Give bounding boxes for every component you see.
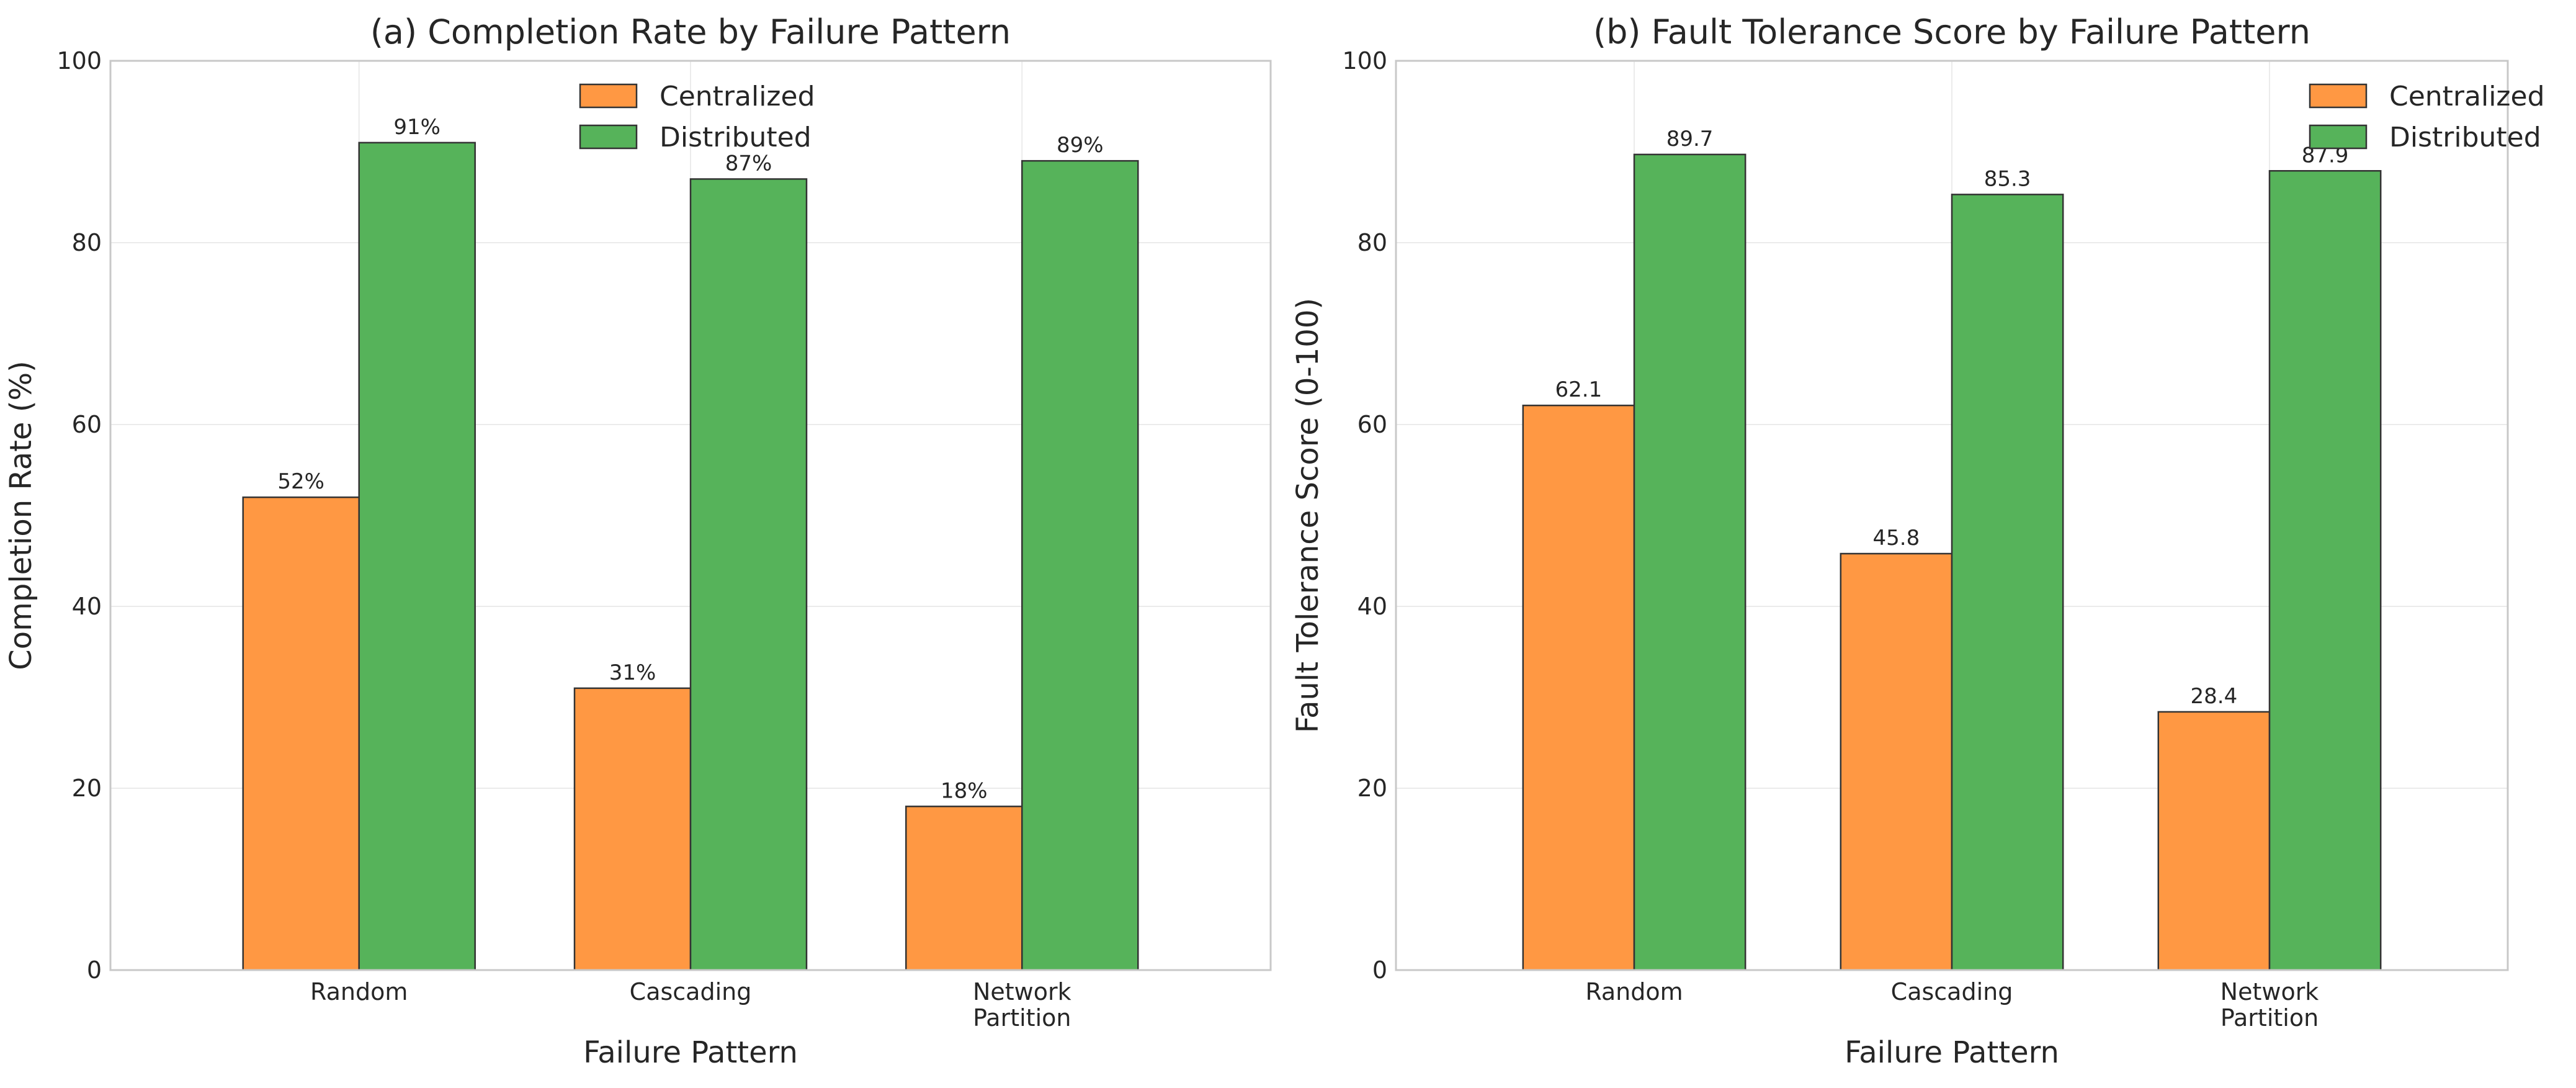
y-tick-label: 100 bbox=[1342, 47, 1387, 74]
bar-centralized-random bbox=[1522, 404, 1635, 971]
legend-label: Distributed bbox=[660, 122, 812, 153]
y-axis-label: Fault Tolerance Score (0-100) bbox=[1290, 298, 1325, 733]
legend-label: Centralized bbox=[660, 81, 815, 112]
data-label: 45.8 bbox=[1873, 526, 1920, 551]
y-tick-label: 0 bbox=[87, 956, 102, 984]
bar-distributed-random bbox=[1633, 153, 1746, 971]
y-tick-label: 60 bbox=[72, 411, 102, 438]
legend-swatch-distributed bbox=[579, 124, 638, 150]
y-tick-label: 20 bbox=[72, 775, 102, 802]
data-label: 52% bbox=[277, 469, 324, 494]
x-axis-label: Failure Pattern bbox=[583, 1035, 798, 1070]
y-tick-label: 20 bbox=[1357, 775, 1387, 802]
y-tick-label: 100 bbox=[56, 47, 102, 74]
x-tick-label: Cascading bbox=[1891, 978, 2013, 1005]
plot-frame bbox=[109, 60, 1272, 971]
data-label: 91% bbox=[393, 115, 441, 140]
bar-distributed-random bbox=[358, 142, 476, 971]
bar-centralized-cascading bbox=[573, 687, 692, 971]
y-tick-label: 80 bbox=[72, 229, 102, 256]
panel-fault-tolerance: 62.145.828.489.785.387.9020406080100Rand… bbox=[1290, 12, 2545, 1070]
data-label: 87% bbox=[725, 151, 772, 176]
legend-swatch-centralized bbox=[2309, 83, 2368, 109]
legend-swatch-distributed bbox=[2309, 124, 2368, 150]
legend: Centralized Distributed bbox=[2309, 81, 2545, 153]
legend: Centralized Distributed bbox=[579, 81, 815, 153]
bar-centralized-network-partition bbox=[905, 806, 1023, 971]
legend-label: Distributed bbox=[2389, 122, 2541, 153]
data-label: 89.7 bbox=[1666, 127, 1714, 151]
x-tick-label: Cascading bbox=[630, 978, 752, 1005]
bar-distributed-network-partition bbox=[1021, 160, 1139, 971]
y-tick-label: 40 bbox=[72, 593, 102, 620]
bar-distributed-network-partition bbox=[2268, 170, 2382, 971]
bar-distributed-cascading bbox=[1951, 194, 2064, 971]
x-tick-label: Random bbox=[1585, 978, 1683, 1005]
x-tick-label: Network Partition bbox=[2220, 978, 2319, 1032]
x-tick-label: Random bbox=[310, 978, 408, 1005]
y-axis-label: Completion Rate (%) bbox=[4, 361, 38, 670]
data-label: 31% bbox=[609, 660, 656, 685]
legend-swatch-centralized bbox=[579, 83, 638, 109]
data-label: 62.1 bbox=[1555, 377, 1603, 402]
data-label: 18% bbox=[941, 778, 988, 803]
bar-centralized-network-partition bbox=[2157, 711, 2271, 971]
panel-completion-rate: 52% 31% 18% 91% 87% 89% 0 20 40 60 80 100 Random Casc… bbox=[4, 12, 1272, 1070]
bar-centralized-random bbox=[242, 496, 360, 971]
y-tick-label: 40 bbox=[1357, 593, 1387, 620]
plot-frame bbox=[1395, 60, 2509, 971]
y-tick-label: 60 bbox=[1357, 411, 1387, 438]
data-label: 85.3 bbox=[1984, 166, 2031, 191]
legend-label: Centralized bbox=[2389, 81, 2545, 112]
data-label: 89% bbox=[1057, 133, 1104, 158]
data-label: 28.4 bbox=[2191, 684, 2238, 709]
y-tick-label: 0 bbox=[1372, 956, 1387, 984]
x-axis-label: Failure Pattern bbox=[1845, 1035, 2059, 1070]
bar-centralized-cascading bbox=[1840, 552, 1953, 971]
x-tick-label: Network Partition bbox=[973, 978, 1071, 1032]
bar-distributed-cascading bbox=[689, 178, 808, 971]
chart-title: (b) Fault Tolerance Score by Failure Pat… bbox=[1593, 12, 2310, 52]
y-tick-label: 80 bbox=[1357, 229, 1387, 256]
chart-title: (a) Completion Rate by Failure Pattern bbox=[370, 12, 1011, 52]
